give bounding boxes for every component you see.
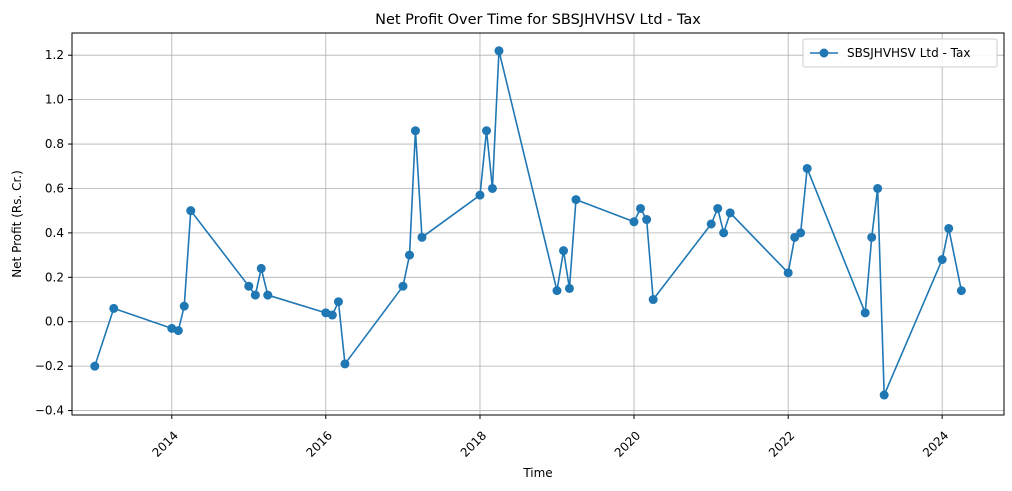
data-point xyxy=(173,326,183,336)
x-tick-label: 2020 xyxy=(612,428,643,459)
legend-box xyxy=(802,38,998,68)
y-tick-label: −0.4 xyxy=(35,404,64,418)
data-point xyxy=(956,286,966,296)
data-point xyxy=(873,183,883,193)
data-point xyxy=(725,208,735,218)
y-axis: −0.4 −0.2 0.0 0.2 0.4 0.6 0.8 1.0 1.2 xyxy=(35,48,72,418)
y-axis-label: Net Profit (Rs. Cr.) xyxy=(10,170,24,278)
data-point xyxy=(552,286,562,296)
data-point xyxy=(629,217,639,227)
y-tick-label: 1.0 xyxy=(45,93,64,107)
x-tick-label: 2016 xyxy=(304,428,335,459)
legend-marker xyxy=(819,48,829,58)
x-tick-label: 2014 xyxy=(150,428,181,459)
data-point xyxy=(944,223,954,233)
data-point xyxy=(860,308,870,318)
data-point xyxy=(802,163,812,173)
data-point xyxy=(250,290,260,300)
plot-area-frame xyxy=(71,32,1005,416)
data-point xyxy=(340,359,350,369)
data-point xyxy=(642,215,652,225)
y-tick-label: 1.2 xyxy=(45,48,64,62)
data-point xyxy=(417,232,427,242)
grid-lines xyxy=(72,33,1004,415)
data-point xyxy=(796,228,806,238)
data-point xyxy=(706,219,716,229)
data-point xyxy=(571,195,581,205)
y-tick-label: 0.0 xyxy=(45,315,64,329)
data-point xyxy=(636,203,646,213)
data-point xyxy=(482,126,492,136)
x-tick-label: 2022 xyxy=(766,428,797,459)
data-point xyxy=(494,46,504,56)
data-point xyxy=(333,297,343,307)
legend: SBSJHVHSV Ltd - Tax xyxy=(802,38,998,68)
legend-label: SBSJHVHSV Ltd - Tax xyxy=(847,46,970,60)
x-axis-label: Time xyxy=(522,466,552,480)
x-tick-label: 2024 xyxy=(920,428,951,459)
data-point xyxy=(186,206,196,216)
data-point xyxy=(263,290,273,300)
data-point xyxy=(327,310,337,320)
series-points xyxy=(90,46,966,400)
data-point xyxy=(405,250,415,260)
data-point xyxy=(398,281,408,291)
y-tick-label: −0.2 xyxy=(35,359,64,373)
data-point xyxy=(564,283,574,293)
data-point xyxy=(719,228,729,238)
data-point xyxy=(256,263,266,273)
data-point xyxy=(867,232,877,242)
y-tick-label: 0.6 xyxy=(45,181,64,195)
data-point xyxy=(90,361,100,371)
y-tick-label: 0.2 xyxy=(45,270,64,284)
data-point xyxy=(475,190,485,200)
data-point xyxy=(559,246,569,256)
chart-title: Net Profit Over Time for SBSJHVHSV Ltd -… xyxy=(375,12,701,28)
y-tick-label: 0.8 xyxy=(45,137,64,151)
x-axis: 2014 2016 2018 2020 2022 2024 xyxy=(150,415,951,460)
data-point xyxy=(648,295,658,305)
data-point xyxy=(713,203,723,213)
data-point xyxy=(109,303,119,313)
x-tick-label: 2018 xyxy=(458,428,489,459)
data-point xyxy=(879,390,889,400)
data-point xyxy=(937,255,947,265)
data-point xyxy=(244,281,254,291)
data-point xyxy=(179,301,189,311)
data-point xyxy=(410,126,420,136)
series-line xyxy=(94,50,963,396)
y-tick-label: 0.4 xyxy=(45,226,64,240)
data-point xyxy=(487,183,497,193)
data-point xyxy=(783,268,793,278)
